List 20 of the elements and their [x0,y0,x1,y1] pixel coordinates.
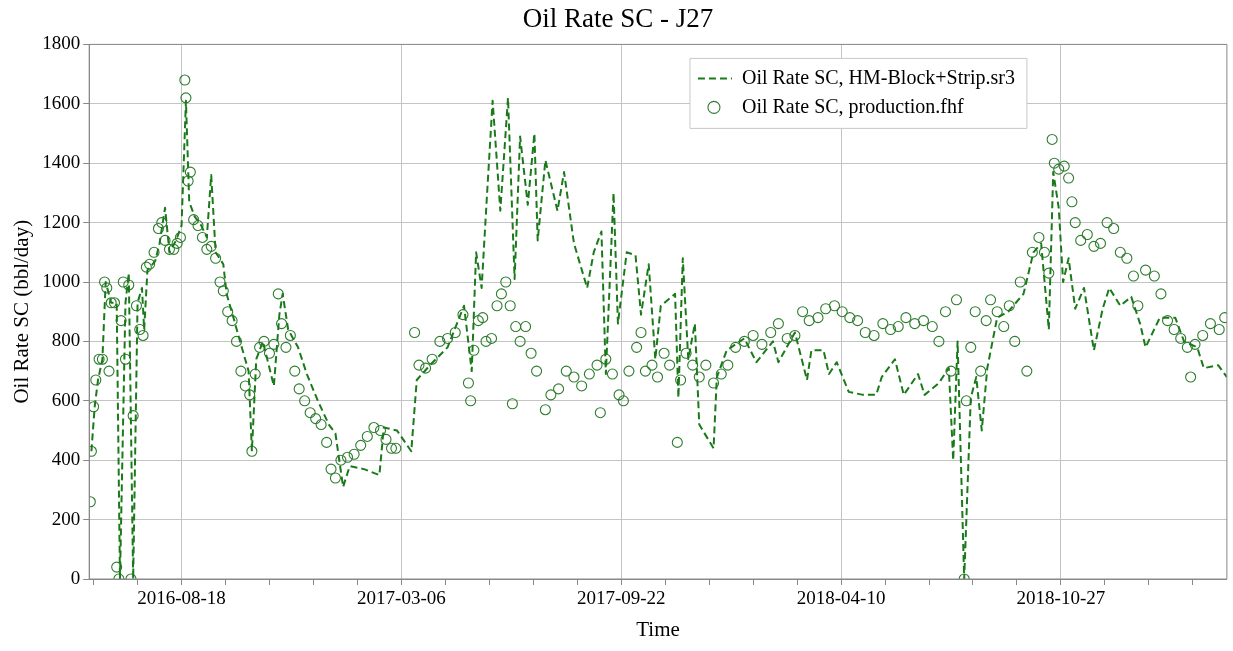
y-tick-label: 1200 [42,210,81,232]
y-tick-label: 200 [51,507,81,529]
x-tick-label: 2016-08-18 [137,587,226,609]
y-tick-label: 800 [51,329,81,351]
legend-label: Oil Rate SC, HM-Block+Strip.sr3 [741,65,1015,89]
x-axis-title: Time [636,616,680,641]
legend-label: Oil Rate SC, production.fhf [741,94,964,118]
y-tick-label: 1600 [42,91,81,113]
y-tick-label: 1800 [42,32,81,54]
y-tick-label: 1400 [42,151,81,173]
y-tick-label: 400 [51,448,81,470]
y-tick-label: 1000 [42,269,81,291]
y-tick-label: 0 [70,566,81,588]
chart-title: Oil Rate SC - J27 [522,3,714,34]
x-tick-label: 2017-09-22 [576,587,666,609]
y-axis-title: Oil Rate SC (bbl/day) [9,219,34,404]
x-tick-label: 2017-03-06 [357,587,446,609]
x-tick-label: 2018-10-27 [1016,587,1106,609]
y-tick-label: 600 [51,388,81,410]
x-tick-label: 2018-04-10 [796,587,886,609]
